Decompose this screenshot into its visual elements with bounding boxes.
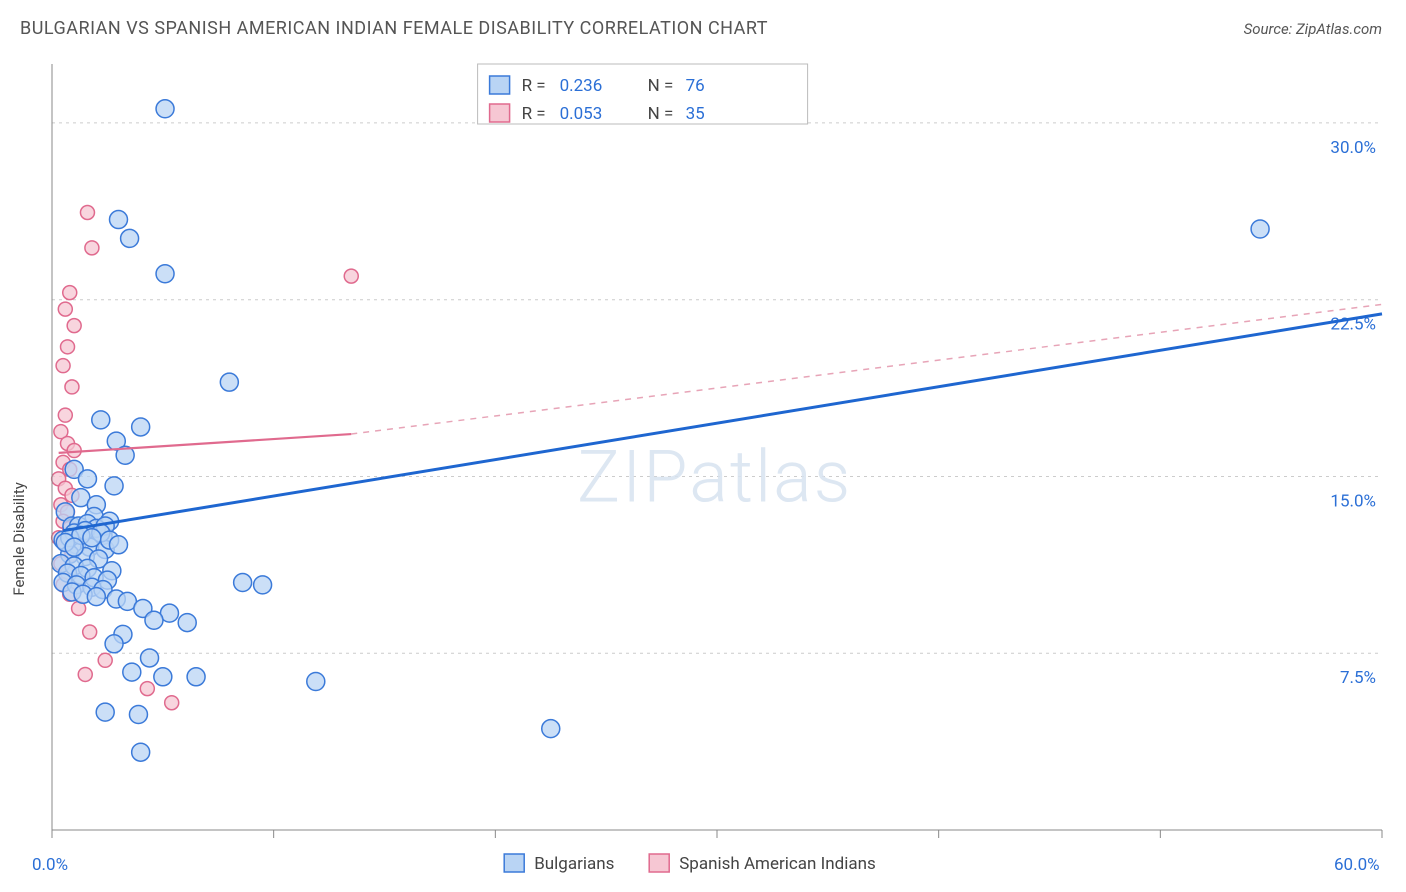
data-point [234,574,252,592]
data-point [542,720,560,738]
trend-line-pink [59,434,352,453]
legend-n-label: N = [648,76,674,96]
data-point [110,211,128,229]
data-point [105,477,123,495]
data-point [65,538,83,556]
trend-line-pink-extrapolated [351,304,1382,434]
legend-swatch [504,854,524,872]
data-point [165,696,179,710]
data-point [85,241,99,255]
scatter-chart: 7.5%15.0%22.5%30.0%ZIPatlas0.0%60.0%Fema… [0,50,1406,892]
y-tick-label: 15.0% [1330,491,1376,511]
legend-r-label: R = [522,104,546,124]
x-tick-label: 60.0% [1334,855,1380,875]
source-label: Source: ZipAtlas.com [1244,20,1382,38]
data-point [78,667,92,681]
chart-container: 7.5%15.0%22.5%30.0%ZIPatlas0.0%60.0%Fema… [0,50,1406,892]
data-point [83,529,101,547]
data-point [123,663,141,681]
data-point [156,100,174,118]
legend-series-label: Bulgarians [534,854,614,874]
data-point [83,625,97,639]
data-point [307,673,325,691]
data-point [92,411,110,429]
data-point [220,373,238,391]
legend-series-label: Spanish American Indians [679,854,876,874]
x-tick-label: 0.0% [32,855,68,875]
data-point [78,470,96,488]
data-point [58,408,72,422]
data-point [178,614,196,632]
data-point [105,635,123,653]
data-point [98,653,112,667]
legend-swatch [490,76,510,94]
legend-n-value: 76 [686,76,705,96]
y-axis-label: Female Disability [10,482,28,596]
data-point [254,576,272,594]
source-prefix: Source: [1244,20,1296,38]
legend-swatch [649,854,669,872]
y-tick-label: 30.0% [1330,138,1376,158]
legend-r-value: 0.053 [560,104,603,124]
data-point [1251,220,1269,238]
legend-r-value: 0.236 [560,76,603,96]
data-point [154,668,172,686]
data-point [87,588,105,606]
data-point [140,682,154,696]
data-point [110,536,128,554]
source-link[interactable]: ZipAtlas.com [1296,20,1382,38]
data-point [132,743,150,761]
chart-title: BULGARIAN VS SPANISH AMERICAN INDIAN FEM… [20,18,768,39]
legend-n-value: 35 [686,104,705,124]
data-point [80,205,94,219]
data-point [58,302,72,316]
data-point [61,340,75,354]
data-point [129,706,147,724]
legend-n-label: N = [648,104,674,124]
data-point [121,229,139,247]
data-point [156,265,174,283]
y-tick-label: 7.5% [1340,668,1376,688]
data-point [187,668,205,686]
data-point [344,269,358,283]
legend-r-label: R = [522,76,546,96]
data-point [96,703,114,721]
legend-swatch [490,104,510,122]
data-point [145,611,163,629]
data-point [56,359,70,373]
data-point [141,649,159,667]
data-point [67,319,81,333]
data-point [63,286,77,300]
watermark: ZIPatlas [577,434,852,519]
data-point [132,418,150,436]
data-point [65,380,79,394]
